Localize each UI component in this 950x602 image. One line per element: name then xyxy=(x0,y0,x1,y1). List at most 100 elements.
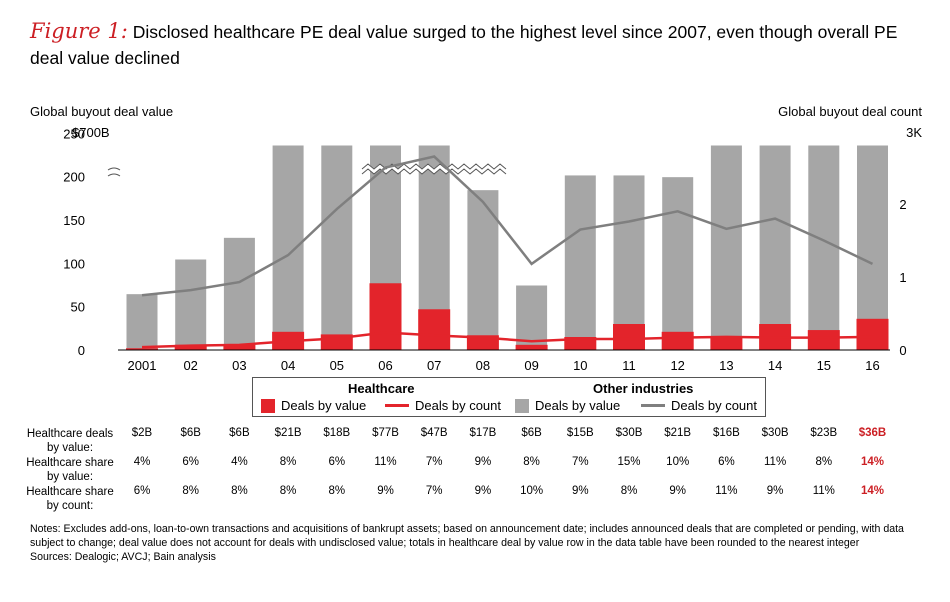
left-axis-top-label: $700B xyxy=(72,125,110,140)
table-cell: $47B xyxy=(420,427,448,439)
bar-break-gap xyxy=(360,163,508,174)
table-cell: $30B xyxy=(615,427,643,439)
legend-healthcare-title: Healthcare xyxy=(348,381,415,396)
x-axis-tick: 11 xyxy=(622,358,636,373)
table-cell: 14% xyxy=(860,485,885,497)
table-cell: $23B xyxy=(810,427,838,439)
table-cell: 9% xyxy=(766,485,784,497)
table-cell: 8% xyxy=(231,485,248,497)
notes-block: Notes: Excludes add-ons, loan-to-own tra… xyxy=(30,522,930,564)
legend-oth-count-label: Deals by count xyxy=(671,398,757,413)
bar-break-line xyxy=(361,168,507,175)
legend-hc-count: Deals by count xyxy=(385,398,501,413)
x-axis-tick: 13 xyxy=(719,358,733,373)
chart-legend: Healthcare Other industries Deals by val… xyxy=(252,377,766,417)
table-cell: 4% xyxy=(133,456,151,468)
legend-hc-value-label: Deals by value xyxy=(281,398,367,413)
table-cell: 14% xyxy=(860,456,885,468)
table-row-label: Healthcare share by value: xyxy=(26,457,114,483)
legend-oth-value-swatch xyxy=(515,398,529,413)
figure-title: Figure 1: Disclosed healthcare PE deal v… xyxy=(30,18,930,71)
bar-healthcare xyxy=(856,318,889,350)
x-axis-tick: 16 xyxy=(865,358,879,373)
table-cell: 6% xyxy=(133,485,151,497)
bar-healthcare xyxy=(369,283,402,350)
table-cell: 7% xyxy=(425,485,443,497)
table-cell: 7% xyxy=(425,456,443,468)
notes-text: Notes: Excludes add-ons, loan-to-own tra… xyxy=(30,523,904,549)
table-cell: 11% xyxy=(812,485,835,497)
table-cell: 8% xyxy=(523,456,540,468)
table-cell: 4% xyxy=(231,456,248,468)
table-cell: 11% xyxy=(715,485,738,497)
figure-title-text: Disclosed healthcare PE deal value surge… xyxy=(30,22,898,68)
table-cell: 9% xyxy=(474,456,492,468)
table-cell: 11% xyxy=(374,456,397,468)
left-axis-tick: 100 xyxy=(63,256,85,271)
table-cell: 6% xyxy=(328,456,346,468)
line-healthcare-deal-count xyxy=(141,331,873,349)
x-axis-tick: 06 xyxy=(378,358,392,373)
legend-oth-value-label: Deals by value xyxy=(535,398,621,413)
legend-other-title: Other industries xyxy=(593,381,694,396)
table-cell: 8% xyxy=(279,456,297,468)
legend-oth-value: Deals by value xyxy=(515,398,620,413)
axis-break-mark xyxy=(107,167,121,177)
legend-oth-count: Deals by count xyxy=(641,398,757,413)
legend-oth-count-swatch xyxy=(641,404,665,407)
right-axis-tick: 1 xyxy=(899,270,906,285)
left-axis-tick: 150 xyxy=(63,213,85,228)
x-axis-tick: 03 xyxy=(232,358,246,373)
x-axis-tick: 15 xyxy=(817,358,831,373)
x-axis-tick: 04 xyxy=(281,358,295,373)
left-axis-tick: 200 xyxy=(63,170,85,185)
x-axis-tick: 05 xyxy=(330,358,344,373)
bar-other-industries xyxy=(661,176,695,351)
table-cell: $6B xyxy=(229,427,250,439)
table-cell: 8% xyxy=(815,456,833,468)
table-cell: 9% xyxy=(474,485,492,497)
table-cell: 11% xyxy=(764,456,787,468)
bar-healthcare xyxy=(807,330,840,350)
right-axis-top-label: 3K xyxy=(906,125,922,140)
right-axis-title: Global buyout deal count xyxy=(778,104,922,119)
table-cell: 8% xyxy=(182,485,199,497)
x-axis-tick: 08 xyxy=(476,358,490,373)
left-axis-tick: 250 xyxy=(63,126,85,141)
bar-other-industries xyxy=(758,144,792,351)
table-cell: $6B xyxy=(521,427,542,439)
table-cell: $6B xyxy=(180,427,201,439)
table-row-label: Healthcare deals by value: xyxy=(26,428,114,454)
table-cell: 9% xyxy=(377,485,394,497)
bar-healthcare xyxy=(418,309,451,350)
bar-other-industries xyxy=(563,174,597,351)
table-cell: 6% xyxy=(182,456,199,468)
legend-hc-value-swatch xyxy=(261,398,275,413)
bar-other-industries xyxy=(320,144,354,351)
sources-text: Sources: Dealogic; AVCJ; Bain analysis xyxy=(30,551,216,563)
table-cell: $18B xyxy=(323,427,351,439)
table-cell: $77B xyxy=(372,427,399,439)
table-cell: 9% xyxy=(571,485,589,497)
x-axis-tick: 14 xyxy=(768,358,782,373)
line-other-deal-count xyxy=(141,155,874,297)
table-cell: $21B xyxy=(664,427,692,439)
bar-other-industries xyxy=(125,293,159,351)
bar-healthcare xyxy=(126,348,158,350)
left-axis-tick: 50 xyxy=(71,300,85,315)
bar-break-line xyxy=(361,163,507,170)
table-cell: 8% xyxy=(279,485,297,497)
legend-hc-count-swatch xyxy=(385,404,409,407)
table-cell: $30B xyxy=(761,427,789,439)
x-axis-tick: 2001 xyxy=(128,358,157,373)
table-cell: 10% xyxy=(520,485,544,497)
right-axis-tick: 2 xyxy=(899,197,906,212)
bar-healthcare xyxy=(613,323,645,350)
table-cell: 7% xyxy=(571,456,589,468)
table-cell: 15% xyxy=(617,456,641,468)
bar-other-industries xyxy=(612,174,646,351)
x-axis-tick: 02 xyxy=(183,358,197,373)
figure-label: Figure 1: xyxy=(30,19,128,43)
left-axis-title: Global buyout deal value xyxy=(30,104,174,119)
